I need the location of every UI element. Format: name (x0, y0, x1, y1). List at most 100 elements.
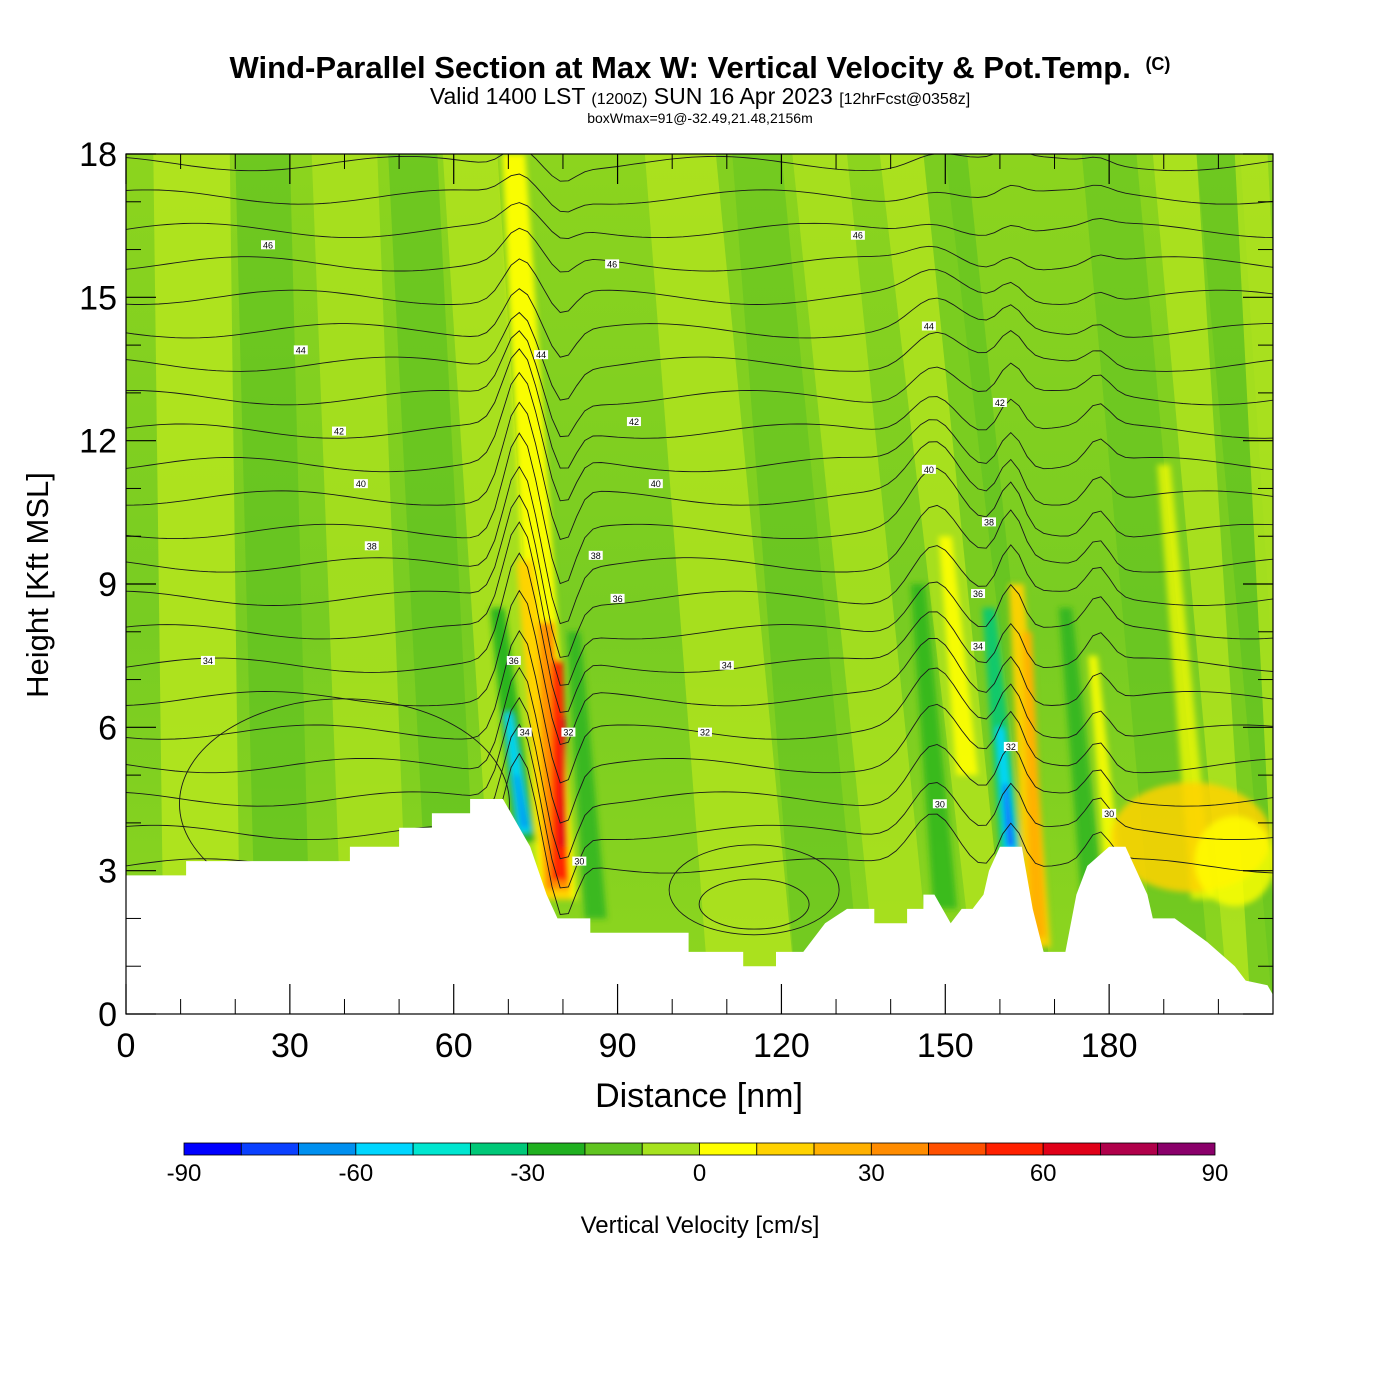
contour-label: 36 (509, 656, 519, 666)
x-tick-label: 0 (117, 1027, 136, 1065)
utc-time: (1200Z) (591, 91, 648, 108)
contour-label-box (971, 589, 986, 599)
contour-label: 34 (520, 728, 530, 738)
theta-contour (126, 348, 1273, 469)
theta-contour (126, 258, 1273, 313)
colorbar-swatch (298, 1142, 357, 1156)
y-tick-label: 0 (98, 996, 117, 1034)
theta-contour (126, 330, 1273, 438)
contour-label-box (293, 345, 308, 355)
contour-label-box (932, 799, 947, 809)
shading-band (388, 154, 482, 1014)
y-tick-label: 9 (98, 566, 117, 604)
colorbar-tick-label: -90 (167, 1160, 202, 1187)
theta-contour (126, 723, 1273, 889)
contour-label-box (610, 593, 625, 603)
colorbar-swatch (183, 1142, 242, 1156)
colorbar-swatch (240, 1142, 299, 1156)
terrain-mask (126, 799, 1273, 1014)
y-tick-label: 18 (79, 136, 117, 174)
contour-label-box (332, 426, 347, 436)
box-wmax-info: boxWmax=91@-32.49,21.48,2156m (587, 110, 813, 126)
shading-band (235, 154, 312, 1014)
y-tick-label: 6 (98, 709, 117, 747)
contour-label-box (1003, 741, 1018, 751)
contour-label: 42 (995, 398, 1005, 408)
x-tick-label: 30 (271, 1027, 309, 1065)
theta-contour (126, 401, 1273, 540)
contour-label: 38 (984, 517, 994, 527)
contour-label: 36 (613, 594, 623, 604)
downdraft-plume-cyan (504, 713, 532, 833)
contour-label-box (561, 727, 576, 737)
contour-label-box (200, 655, 215, 665)
y-tick-label: 12 (79, 423, 117, 461)
downdraft-plume-green (1058, 607, 1104, 905)
theta-contour (126, 666, 1273, 824)
colorbar-swatch (412, 1142, 471, 1156)
contour-label: 40 (356, 479, 366, 489)
contour-label-box (648, 479, 663, 489)
downdraft-core (514, 775, 528, 828)
theta-contour (126, 154, 1273, 182)
contour-label-box (605, 259, 620, 269)
valid-date: SUN 16 Apr 2023 (653, 83, 833, 109)
theta-contour (126, 227, 1273, 273)
contour-label-box (517, 727, 532, 737)
theta-contour (126, 589, 1273, 746)
shading-band (644, 154, 798, 1014)
colorbar-tick-label: -30 (510, 1160, 545, 1187)
contour-label: 30 (574, 857, 584, 867)
contour-label: 42 (629, 417, 639, 427)
contour-label: 40 (924, 465, 934, 475)
colorbar-swatch (756, 1142, 815, 1156)
contour-label-box (353, 479, 368, 489)
x-tick-label: 120 (753, 1027, 810, 1065)
chart-subtitle: Valid 1400 LST (1200Z) SUN 16 Apr 2023 [… (0, 83, 1400, 110)
colorbar-swatch (469, 1142, 529, 1156)
x-tick-label: 60 (435, 1027, 473, 1065)
contour-label: 40 (651, 479, 661, 489)
shading-band (311, 154, 411, 1014)
x-axis-label: Distance [nm] (595, 1077, 803, 1115)
updraft-region (1194, 816, 1273, 907)
contour-label-box (588, 550, 603, 560)
shading-band (1234, 154, 1273, 907)
contour-label-box (1102, 808, 1117, 818)
forecast-info: [12hrFcst@0358z] (839, 91, 971, 108)
colorbar-swatch (1042, 1142, 1101, 1156)
theta-contour (126, 371, 1273, 502)
contour-label: 44 (296, 345, 306, 355)
contour-label: 46 (263, 240, 273, 250)
title-text: Wind-Parallel Section at Max W: Vertical… (229, 50, 1131, 85)
contour-label-box (506, 655, 521, 665)
theta-contour-closed (668, 844, 840, 936)
theta-contour (126, 696, 1273, 860)
colorbar-tick-label: 60 (1030, 1160, 1057, 1187)
contour-label-box (364, 541, 379, 551)
contour-label-box (261, 240, 276, 250)
contour-label: 34 (973, 642, 983, 652)
colorbar-swatch (355, 1142, 414, 1156)
contour-label: 36 (973, 589, 983, 599)
theta-contour (126, 521, 1273, 686)
contour-label: 42 (334, 427, 344, 437)
contour-label-box (534, 350, 549, 360)
chart-title: Wind-Parallel Section at Max W: Vertical… (0, 50, 1400, 86)
contour-label-box (992, 397, 1007, 407)
y-tick-label: 15 (79, 279, 117, 317)
y-tick-label: 3 (98, 853, 117, 891)
contour-label-box (697, 727, 712, 737)
theta-contour (126, 288, 1273, 358)
shading-band (715, 154, 864, 1014)
shading-band (153, 154, 241, 1014)
contour-label: 32 (1006, 742, 1016, 752)
colorbar-swatch (527, 1142, 586, 1156)
theta-contour (126, 432, 1273, 585)
contour-label-box (921, 321, 936, 331)
colorbar-tick-label: 90 (1202, 1160, 1229, 1187)
contour-label: 34 (203, 656, 213, 666)
downdraft-plume-green (910, 584, 958, 909)
valid-time: Valid 1400 LST (429, 83, 585, 109)
colorbar-swatch (985, 1142, 1044, 1156)
